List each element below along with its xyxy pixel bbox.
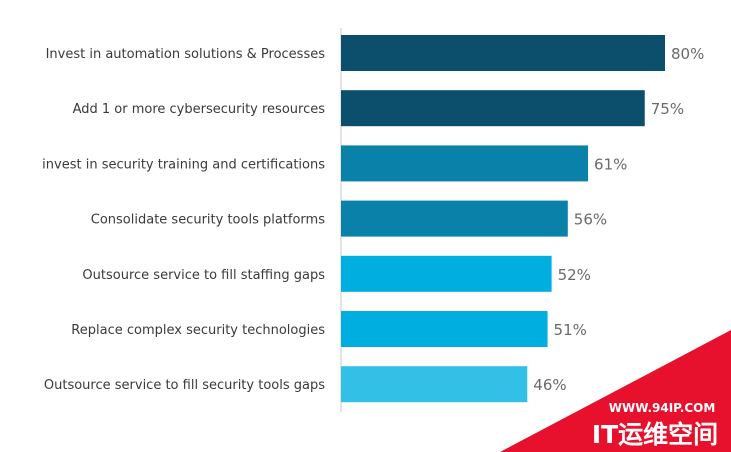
bar bbox=[341, 255, 552, 292]
category-label: Add 1 or more cybersecurity resources bbox=[73, 102, 326, 117]
bar bbox=[341, 200, 568, 237]
value-label: 51% bbox=[554, 321, 587, 339]
bar bbox=[341, 311, 548, 347]
value-labels-group: 80% 75% 61% 56% 52% 51% 46% bbox=[533, 45, 704, 394]
category-label: invest in security training and certific… bbox=[42, 157, 325, 172]
value-label: 61% bbox=[594, 155, 627, 173]
category-label: Replace complex security technologies bbox=[71, 323, 325, 338]
category-label: Invest in automation solutions & Process… bbox=[46, 47, 326, 62]
category-labels-group: Invest in automation solutions & Process… bbox=[42, 47, 325, 393]
value-label: 80% bbox=[671, 45, 704, 63]
value-label: 75% bbox=[651, 100, 684, 118]
watermark-triangle bbox=[500, 330, 731, 452]
bar bbox=[341, 366, 528, 403]
category-label: Consolidate security tools platforms bbox=[91, 213, 325, 228]
bars-group bbox=[341, 35, 665, 403]
value-label: 46% bbox=[533, 376, 566, 394]
watermark: WWW.94IP.COM IT运维空间 bbox=[500, 330, 731, 452]
watermark-url: WWW.94IP.COM bbox=[609, 401, 716, 415]
bar bbox=[341, 90, 645, 127]
category-label: Outsource service to fill security tools… bbox=[44, 378, 325, 393]
bar bbox=[341, 35, 665, 71]
value-label: 56% bbox=[574, 211, 607, 229]
bar bbox=[341, 145, 589, 182]
value-label: 52% bbox=[558, 266, 591, 284]
watermark-name: IT运维空间 bbox=[592, 420, 718, 449]
category-label: Outsource service to fill staffing gaps bbox=[82, 268, 325, 283]
